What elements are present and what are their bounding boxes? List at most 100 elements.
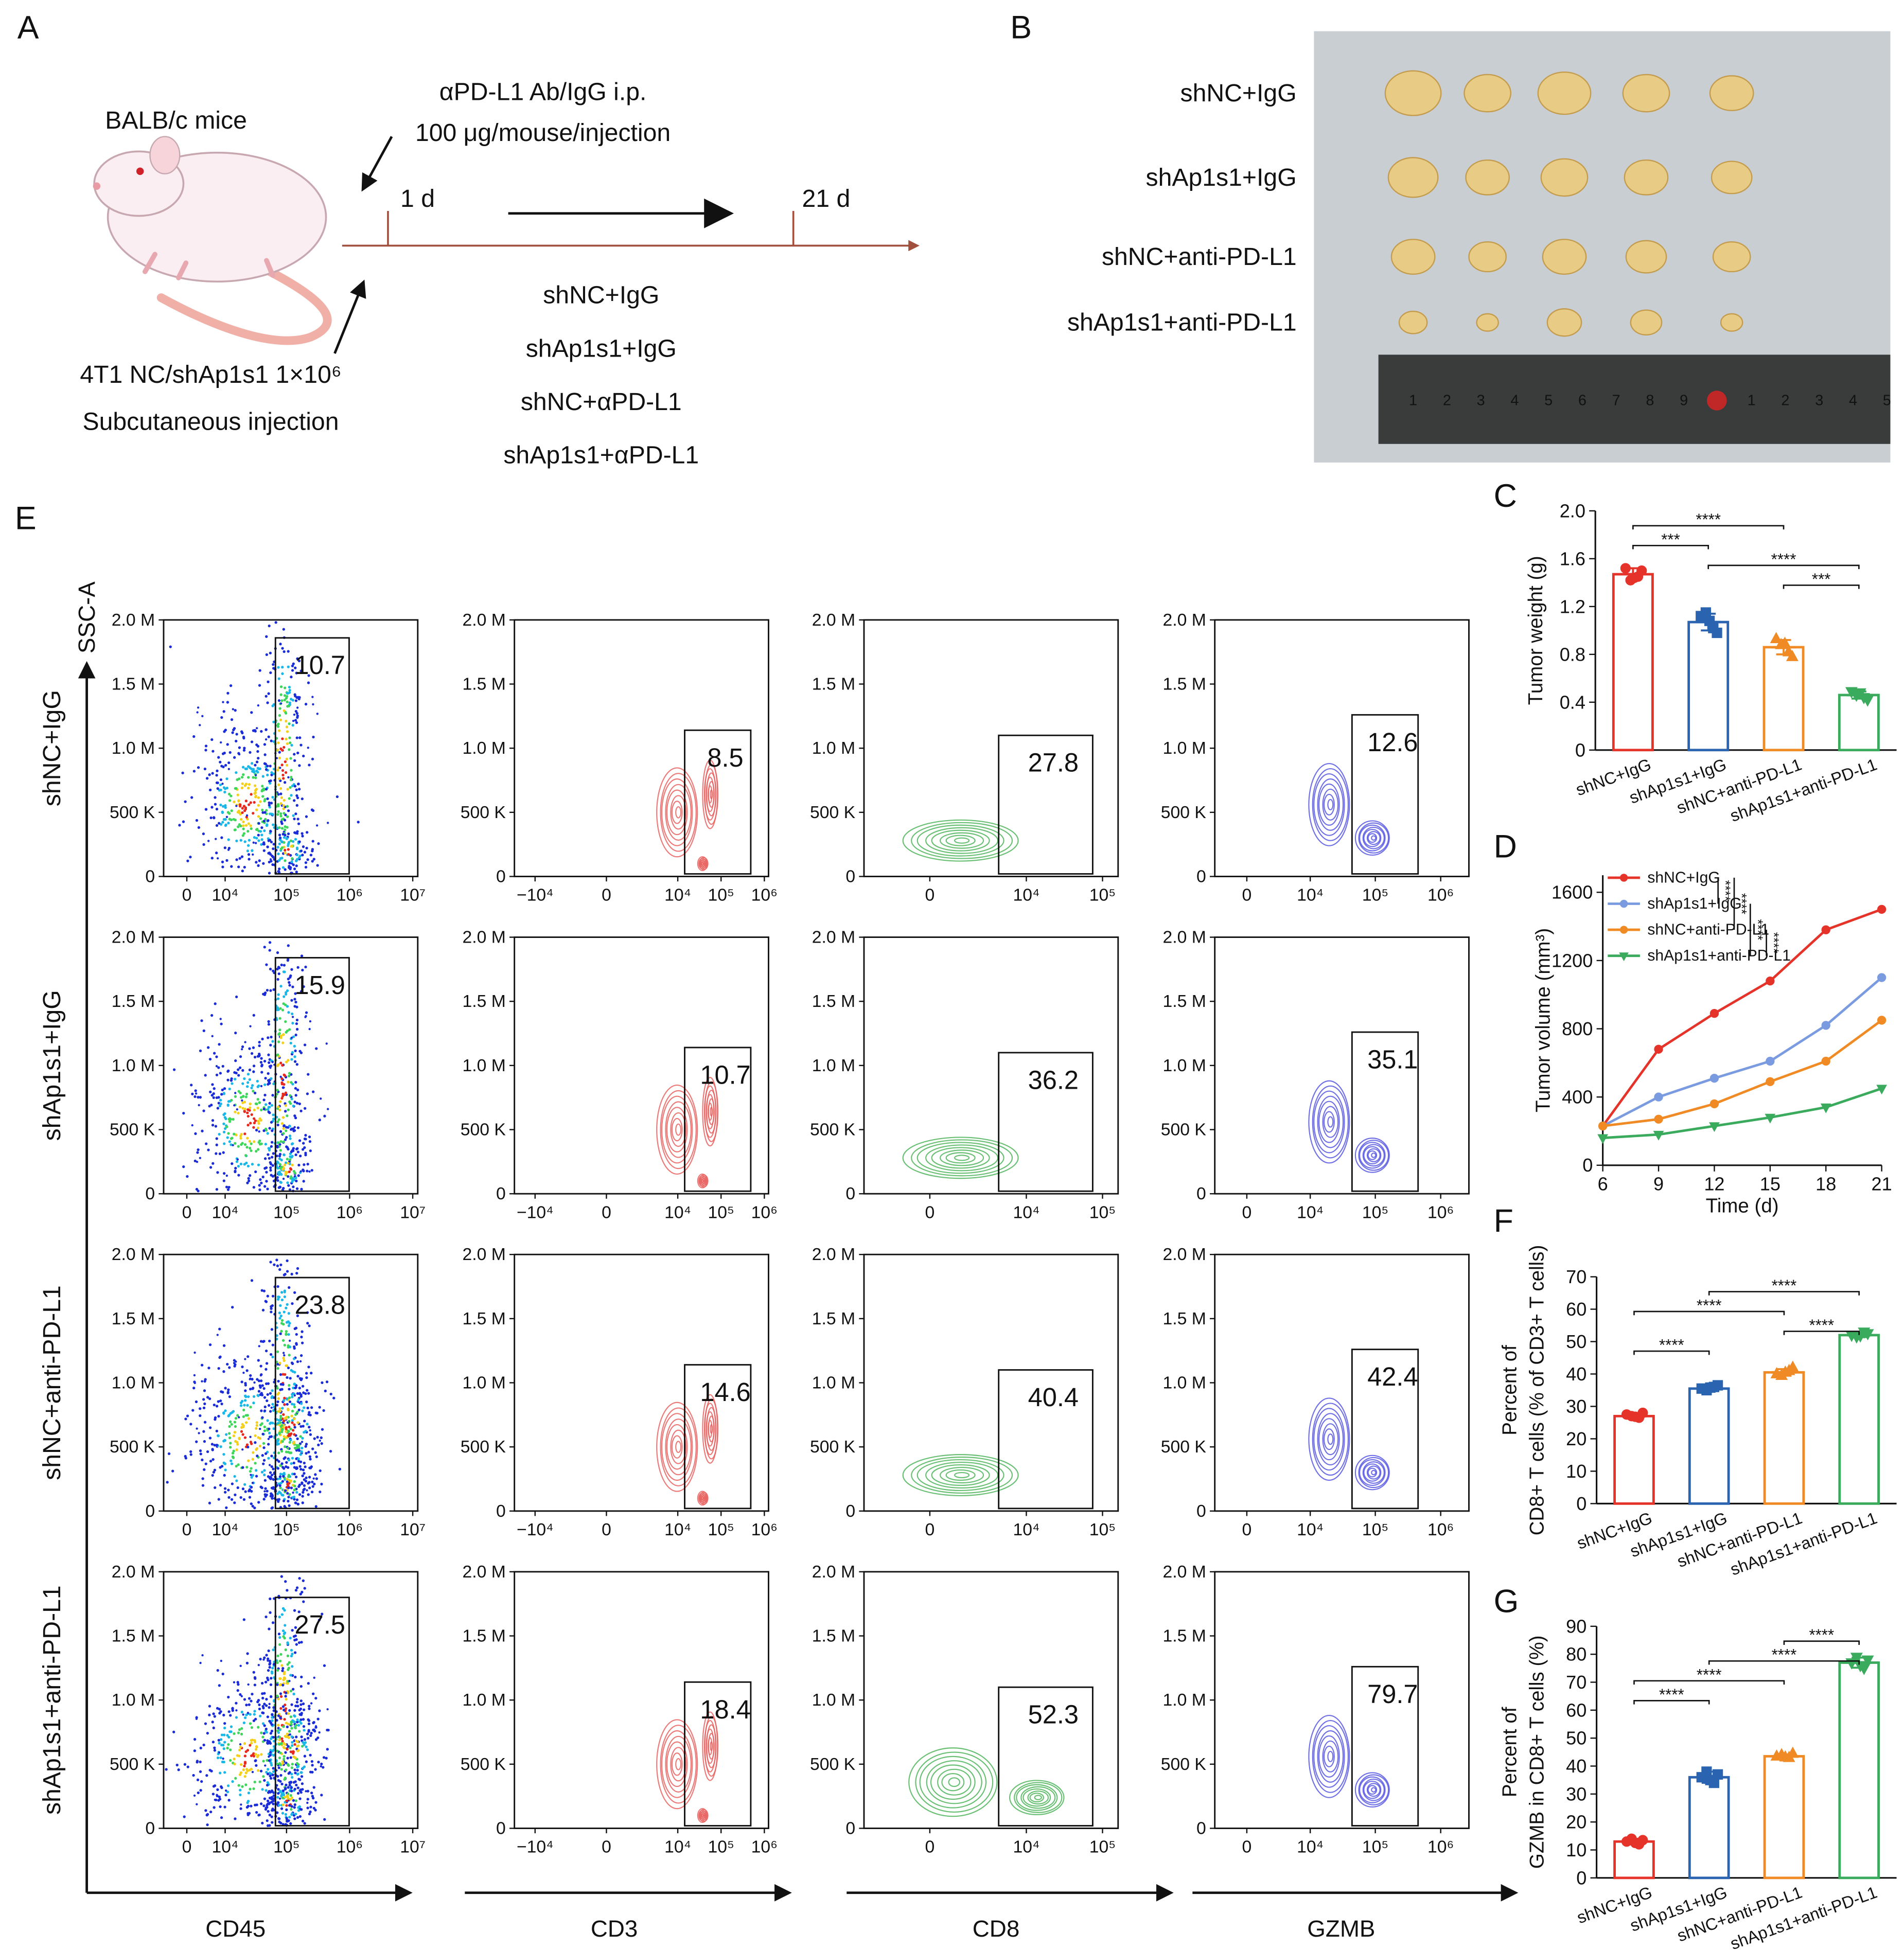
density-dot — [228, 1420, 232, 1423]
density-dot — [326, 822, 329, 824]
plot-frame — [1214, 619, 1470, 877]
density-dot — [288, 1420, 291, 1423]
density-dot — [218, 1043, 221, 1046]
y-tick-label: 2.0 M — [112, 1562, 155, 1582]
density-dot — [279, 1332, 282, 1335]
density-dot — [294, 710, 297, 713]
density-dot — [257, 822, 260, 825]
density-dot — [242, 1618, 245, 1621]
density-dot — [280, 702, 283, 705]
density-dot — [232, 1144, 234, 1146]
density-dot — [248, 783, 251, 786]
density-dot — [283, 1310, 286, 1314]
density-dot — [287, 1074, 291, 1078]
density-dot — [223, 1142, 226, 1145]
density-dot — [226, 743, 229, 746]
density-dot — [283, 1354, 286, 1357]
density-dot — [285, 1799, 288, 1802]
density-dot — [282, 1499, 286, 1502]
density-dot — [315, 1477, 319, 1480]
density-dot — [255, 1149, 258, 1153]
gate-percent: 10.7 — [294, 650, 345, 680]
density-dot — [263, 1656, 266, 1659]
density-dot — [303, 1754, 307, 1758]
density-dot — [299, 1393, 303, 1396]
y-tick-label: 1.5 M — [462, 1626, 505, 1646]
tumor — [1390, 239, 1436, 275]
density-dot — [284, 859, 287, 862]
density-dot — [289, 974, 292, 978]
contour — [671, 1752, 683, 1776]
density-dot — [264, 1495, 267, 1498]
density-dot — [254, 764, 257, 767]
tumor — [1468, 241, 1507, 273]
injection-text: 4T1 NC/shAp1s1 1×10⁶ — [80, 361, 341, 388]
data-point — [1766, 1056, 1775, 1066]
density-dot — [233, 1431, 237, 1434]
density-dot — [221, 1065, 224, 1068]
gate — [684, 729, 752, 875]
density-dot — [243, 1698, 246, 1701]
data-point — [1709, 1099, 1719, 1109]
density-dot — [310, 1465, 313, 1468]
density-dot — [218, 1742, 221, 1745]
density-dot — [256, 827, 259, 831]
significance-label: **** — [1659, 1336, 1684, 1354]
density-dot — [298, 1797, 302, 1800]
density-dot — [292, 1461, 295, 1465]
y-tick-label: 0 — [1576, 1867, 1586, 1888]
density-dot — [296, 1749, 299, 1752]
density-dot — [192, 1387, 196, 1390]
density-dot — [230, 1498, 234, 1501]
flow-plot — [656, 1711, 719, 1823]
density-dot — [230, 1098, 233, 1102]
panel-label: A — [17, 9, 39, 45]
density-dot — [277, 870, 280, 873]
density-dot — [270, 1800, 273, 1804]
density-dot — [227, 1710, 231, 1713]
density-dot — [223, 1722, 226, 1725]
density-dot — [288, 1816, 291, 1819]
density-dot — [197, 1095, 200, 1099]
density-dot — [290, 1462, 293, 1465]
density-dot — [227, 838, 230, 841]
density-dot — [301, 1148, 305, 1151]
density-dot — [275, 1458, 279, 1462]
density-dot — [270, 773, 273, 776]
density-dot — [283, 1359, 286, 1362]
density-dot — [215, 1152, 218, 1155]
bar — [1613, 1414, 1655, 1505]
density-dot — [284, 1813, 288, 1816]
density-dot — [210, 806, 214, 809]
density-dot — [266, 823, 269, 826]
density-dot — [205, 777, 209, 780]
density-dot — [281, 1803, 285, 1806]
density-dot — [280, 1298, 284, 1302]
contour — [656, 767, 698, 858]
bar — [1838, 1661, 1880, 1880]
density-dot — [279, 693, 283, 696]
density-dot — [314, 1738, 318, 1741]
contour — [661, 778, 693, 846]
contour — [1318, 1735, 1340, 1778]
density-dot — [286, 1820, 289, 1823]
density-dot — [288, 1493, 291, 1496]
x-tick-label: −10⁴ — [517, 885, 554, 905]
density-dot — [312, 1721, 315, 1725]
density-dot — [249, 1025, 252, 1027]
density-dot — [288, 1504, 291, 1508]
density-dot — [261, 1037, 264, 1040]
density-dot — [299, 1707, 303, 1711]
density-dot — [286, 730, 289, 733]
density-dot — [293, 1345, 296, 1349]
density-dot — [291, 1395, 294, 1398]
density-dot — [224, 729, 227, 732]
density-dot — [266, 1772, 270, 1776]
density-dot — [244, 800, 248, 803]
density-dot — [271, 1129, 274, 1132]
y-tick-label: 20 — [1566, 1428, 1586, 1449]
density-dot — [289, 1152, 292, 1156]
density-dot — [259, 1061, 263, 1064]
density-dot — [307, 1392, 310, 1395]
density-dot — [297, 1744, 300, 1747]
